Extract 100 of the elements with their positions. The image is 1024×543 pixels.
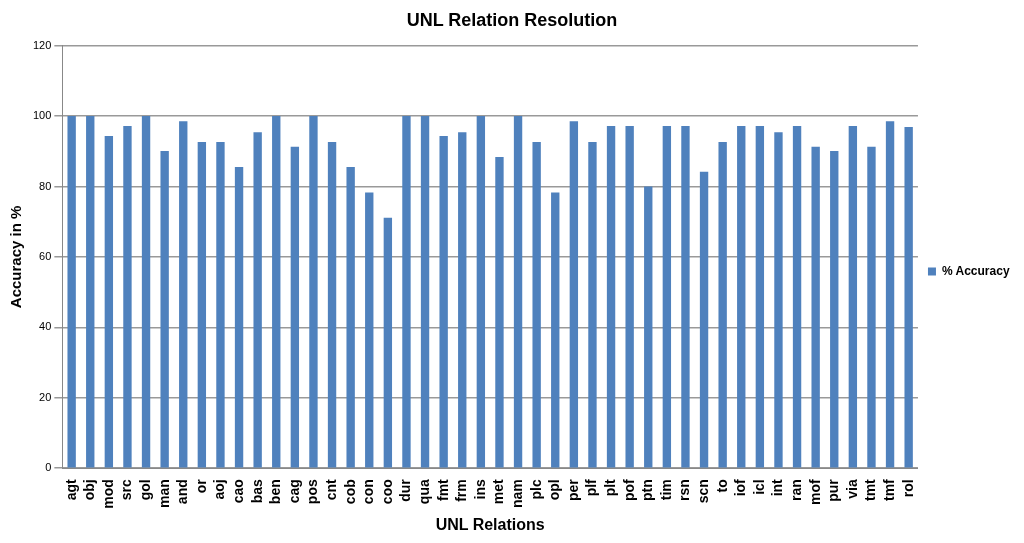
bar	[606, 125, 616, 468]
bar	[681, 125, 690, 468]
bar	[904, 126, 913, 468]
bar	[179, 121, 188, 468]
bar	[197, 142, 207, 468]
x-tick-label: frm	[453, 479, 470, 502]
bar	[420, 116, 430, 468]
x-tick-label: cnt	[322, 478, 339, 501]
bar	[383, 217, 393, 468]
x-tick-label: opl	[546, 479, 563, 501]
x-tick-label: per	[564, 478, 581, 502]
bar	[346, 167, 355, 468]
x-tick-label: iof	[732, 478, 749, 497]
bar	[309, 116, 318, 468]
x-tick-label: bas	[248, 479, 265, 504]
bar	[867, 146, 876, 468]
x-tick-label: tmt	[862, 478, 879, 502]
bar	[234, 167, 244, 468]
bar	[327, 142, 337, 468]
x-tick-label: mof	[806, 478, 823, 505]
x-tick-label: coo	[378, 479, 395, 505]
x-tick-label: fmt	[434, 478, 451, 502]
bar	[662, 125, 672, 468]
bar	[104, 136, 114, 468]
bar	[588, 142, 597, 468]
bar	[625, 125, 634, 468]
bar	[699, 171, 709, 468]
x-tick-label: agt	[62, 478, 79, 501]
x-tick-label: to	[713, 479, 730, 493]
bar	[885, 121, 895, 468]
x-tick-label: via	[843, 479, 860, 499]
x-tick-label: aoj	[211, 479, 228, 500]
y-tick-label: 100	[32, 109, 52, 122]
x-tick-label: src	[118, 479, 135, 501]
bar	[737, 125, 746, 468]
y-tick-label: 80	[39, 179, 52, 192]
bar	[811, 146, 820, 468]
x-tick-label: pur	[825, 478, 842, 502]
bar	[67, 116, 76, 468]
bar	[495, 156, 504, 468]
x-tick-label: qua	[415, 479, 432, 505]
x-tick-label: plc	[527, 479, 544, 500]
x-tick-label: tim	[657, 479, 674, 501]
bar	[830, 150, 839, 468]
bar	[718, 142, 727, 468]
bar	[458, 132, 467, 468]
x-tick-label: man	[155, 479, 172, 509]
bar	[439, 136, 448, 468]
x-tick-label: pof	[620, 478, 637, 502]
x-tick-label: nam	[508, 479, 525, 509]
x-tick-label: ran	[787, 479, 804, 502]
bar	[290, 146, 300, 468]
bar	[532, 142, 541, 468]
x-tick-label: plf	[583, 478, 600, 497]
bar	[272, 116, 281, 468]
bar	[365, 192, 374, 468]
x-tick-label: ins	[471, 479, 488, 500]
chart-title: UNL Relation Resolution	[406, 9, 618, 30]
bar	[253, 132, 262, 468]
x-tick-label: cob	[341, 479, 358, 505]
bar	[569, 121, 579, 468]
y-tick-label: 60	[39, 249, 52, 262]
x-tick-label: ben	[267, 479, 284, 505]
y-tick-label: 0	[45, 461, 52, 474]
x-tick-label: cag	[285, 479, 302, 504]
x-tick-label: rsn	[676, 479, 693, 502]
bar	[848, 125, 858, 468]
bar	[755, 125, 765, 468]
y-axis-title: Accuracy in %	[7, 205, 25, 309]
bar	[792, 125, 802, 468]
bar	[123, 125, 132, 468]
bar	[402, 116, 411, 468]
x-tick-label: gol	[136, 479, 153, 501]
bar	[86, 116, 95, 468]
legend-label: % Accuracy	[941, 263, 1010, 278]
y-tick-label: 40	[39, 320, 52, 333]
bar	[141, 116, 151, 468]
x-tick-label: mod	[99, 479, 116, 509]
x-tick-label: cao	[229, 479, 246, 504]
bar	[644, 186, 653, 468]
x-tick-label: dur	[397, 478, 414, 502]
bar	[774, 132, 783, 468]
x-tick-label: plt	[601, 478, 618, 497]
x-tick-label: con	[360, 479, 377, 505]
bar	[513, 116, 523, 468]
x-tick-label: icl	[750, 479, 767, 495]
y-tick-label: 120	[32, 38, 52, 51]
x-tick-label: ptn	[639, 479, 656, 502]
y-tick-label: 20	[39, 390, 52, 403]
x-tick-label: pos	[304, 479, 321, 505]
x-tick-label: rol	[899, 479, 916, 498]
x-tick-label: int	[769, 478, 786, 497]
x-tick-label: met	[490, 478, 507, 505]
bar	[551, 192, 560, 468]
x-tick-label: obj	[81, 479, 98, 501]
bar	[160, 150, 169, 468]
bar	[216, 142, 225, 468]
bar	[476, 116, 486, 468]
x-tick-label: and	[174, 479, 191, 505]
x-tick-label: or	[192, 478, 209, 494]
